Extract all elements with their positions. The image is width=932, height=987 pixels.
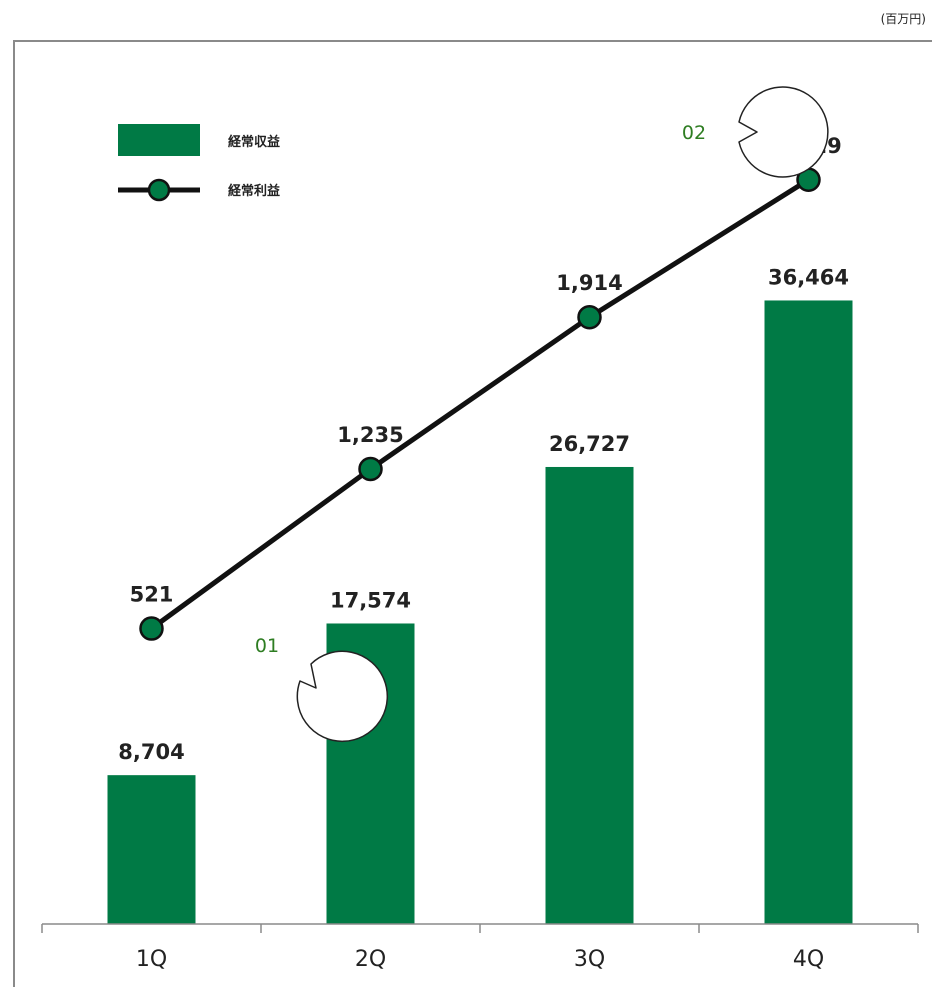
bar-4q bbox=[764, 300, 853, 925]
callout-text-02: 02 bbox=[682, 122, 706, 144]
legend-line-label: 経常利益 bbox=[228, 183, 280, 199]
profit-point-2q bbox=[358, 456, 383, 482]
legend-marker-swatch bbox=[147, 178, 171, 202]
bar-value-label-4q: 36,464 bbox=[768, 265, 849, 289]
profit-value-label-2q: 1,235 bbox=[337, 423, 403, 447]
bar-value-label-3q: 26,727 bbox=[549, 432, 630, 456]
x-tick-label-1q: 1Q bbox=[136, 947, 167, 972]
callout-bubble-02 bbox=[738, 86, 829, 178]
callout-bubble-01 bbox=[296, 650, 389, 742]
bar-value-label-1q: 8,704 bbox=[118, 740, 184, 764]
x-tick-label-4q: 4Q bbox=[793, 947, 824, 972]
profit-line bbox=[150, 177, 810, 631]
chart-frame bbox=[13, 40, 932, 987]
profit-point-3q bbox=[577, 304, 602, 330]
callout-text-01: 01 bbox=[255, 635, 279, 657]
x-tick-label-2q: 2Q bbox=[355, 947, 386, 972]
legend-bar-swatch bbox=[118, 124, 200, 156]
profit-value-label-1q: 521 bbox=[130, 583, 174, 607]
unit-label: (百万円) bbox=[880, 12, 926, 26]
legend-bar-label: 経常収益 bbox=[228, 134, 280, 150]
bar-1q bbox=[107, 775, 196, 924]
profit-point-1q bbox=[139, 616, 164, 641]
bar-3q bbox=[545, 466, 634, 924]
x-tick-label-3q: 3Q bbox=[574, 947, 605, 972]
bar-value-label-2q: 17,574 bbox=[330, 588, 411, 612]
profit-value-label-3q: 1,914 bbox=[556, 271, 622, 295]
